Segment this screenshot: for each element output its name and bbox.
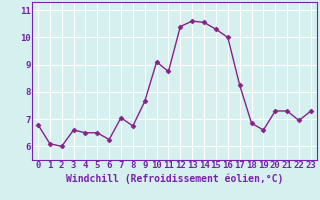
X-axis label: Windchill (Refroidissement éolien,°C): Windchill (Refroidissement éolien,°C): [66, 173, 283, 184]
